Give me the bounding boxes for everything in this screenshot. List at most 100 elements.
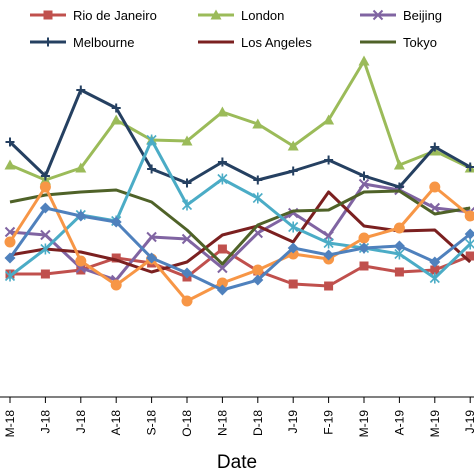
legend-item-6: Tokyo: [360, 35, 437, 50]
series-2-point-1: [4, 159, 16, 170]
x-tick-label-14: J-19: [463, 410, 474, 434]
series-4-point-2: [40, 171, 50, 181]
series-7-point-13: [429, 272, 440, 284]
x-tick-label-2: J-18: [38, 410, 52, 434]
series-4-point-14: [465, 162, 474, 172]
series-8-point-7: [216, 277, 228, 289]
series-1-point-11: [359, 261, 369, 271]
series-9-point-9: [287, 242, 299, 254]
series-3-point-2-stroke-b: [40, 229, 51, 241]
series-7-point-7: [217, 173, 228, 185]
series-7-point-5: [146, 134, 157, 146]
x-tick-label-7: N-18: [215, 410, 229, 436]
series-9-point-1: [4, 252, 16, 264]
series-8-point-12: [393, 222, 405, 234]
series-line-8: [8, 185, 472, 303]
series-3-point-7: [217, 262, 228, 274]
series-8-point-6: [181, 295, 193, 307]
series-4-point-10: [324, 155, 334, 165]
series-7-point-9: [288, 221, 299, 233]
series-9-point-2: [39, 202, 51, 214]
series-3-point-11-stroke-b: [358, 178, 370, 190]
series-2: [4, 55, 474, 185]
series-1-point-2: [40, 269, 50, 279]
series-6: [9, 188, 471, 266]
series-line-6: [9, 188, 471, 266]
series-9-point-8: [252, 274, 264, 286]
series-1-point-3: [76, 265, 86, 275]
plot-area: [4, 55, 474, 307]
series-3-point-7-stroke-b: [217, 262, 228, 274]
legend-marker-1: [43, 10, 53, 20]
series-8-point-3: [75, 255, 87, 267]
series-9-point-11: [358, 242, 370, 254]
series-4: [5, 85, 474, 192]
legend-item-3: Beijing: [360, 8, 442, 23]
series-3-point-8-stroke-b: [252, 227, 264, 239]
series-1-point-14: [465, 251, 474, 261]
series-1-point-4: [111, 253, 121, 263]
series-2-point-8: [252, 118, 264, 129]
series-3-point-2: [40, 229, 51, 241]
series-8-point-2: [39, 181, 51, 193]
series-4-point-11: [359, 171, 369, 181]
series-8-point-11: [358, 232, 370, 244]
series-line-4: [8, 88, 471, 189]
legend-label-6: Tokyo: [403, 35, 437, 50]
series-8-point-14: [464, 210, 474, 222]
legend-label-2: London: [241, 8, 284, 23]
series-4-point-4: [111, 103, 121, 113]
series-line-3: [9, 182, 471, 282]
series-3-point-6: [181, 233, 193, 245]
series-9-point-4: [110, 216, 122, 228]
series-7-point-6: [181, 199, 193, 211]
series-2-point-10: [323, 114, 335, 125]
series-7-point-10: [323, 237, 334, 249]
series-1-point-12: [394, 267, 404, 277]
series-3-point-11: [358, 178, 370, 190]
series-2-point-12: [393, 159, 405, 170]
series-9-point-14: [464, 228, 474, 240]
legend: Rio de Janeiro London Beijing Melbourne Los …: [30, 8, 442, 50]
series-line-2: [9, 59, 471, 182]
series-1-point-9: [288, 279, 298, 289]
x-tick-label-9: J-19: [286, 410, 300, 434]
x-tick-label-8: D-18: [251, 410, 265, 436]
series-9-point-12: [393, 240, 405, 252]
x-tick-label-4: A-18: [109, 410, 123, 436]
series-7-point-2: [40, 243, 51, 255]
series-9-point-13: [429, 256, 441, 268]
x-tick-label-1: M-18: [3, 410, 17, 438]
series-3-point-6-stroke-b: [181, 233, 193, 245]
series-1-point-13: [430, 265, 440, 275]
series-3-point-1-stroke-b: [4, 226, 16, 238]
series-4-point-8: [253, 175, 263, 185]
series-9-point-5: [146, 252, 158, 264]
legend-label-4: Melbourne: [73, 35, 134, 50]
series-4-point-7: [217, 157, 227, 167]
series-9-point-10: [323, 249, 335, 261]
series-4-point-1: [5, 137, 15, 147]
legend-marker-3-stroke-b: [372, 9, 384, 21]
legend-marker-2: [210, 9, 222, 20]
x-tick-label-12: A-19: [392, 410, 406, 436]
series-2-point-3: [75, 162, 87, 173]
series-2-point-9: [287, 140, 299, 151]
series-7-point-14: [465, 238, 474, 250]
series-2-point-4: [110, 114, 122, 125]
series-8-point-8: [252, 264, 264, 276]
legend-marker-4: [43, 37, 53, 47]
series-3: [4, 178, 474, 286]
series-line-1: [10, 247, 471, 288]
legend-item-2: London: [198, 8, 284, 23]
x-axis-title: Date: [217, 452, 257, 473]
legend-item-5: Los Angeles: [198, 35, 312, 50]
legend-label-3: Beijing: [403, 8, 442, 23]
series-2-point-11: [358, 55, 370, 66]
legend-item-1: Rio de Janeiro: [30, 8, 157, 23]
series-3-point-5-stroke-b: [146, 231, 157, 243]
series-2-point-6: [181, 135, 193, 146]
series-4-point-6: [182, 178, 192, 188]
series-4-point-3: [76, 85, 86, 95]
